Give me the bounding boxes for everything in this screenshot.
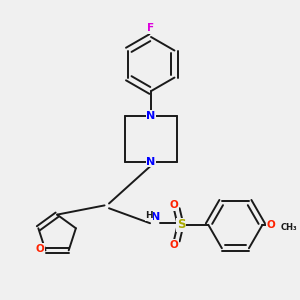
Text: O: O <box>266 220 275 230</box>
Text: O: O <box>170 200 178 210</box>
Text: N: N <box>146 157 156 167</box>
Text: H: H <box>145 212 153 220</box>
Text: F: F <box>148 23 154 33</box>
Text: O: O <box>170 240 178 250</box>
Text: N: N <box>146 111 156 121</box>
Text: S: S <box>177 218 185 231</box>
Text: CH₃: CH₃ <box>280 223 297 232</box>
Text: O: O <box>35 244 44 254</box>
Text: N: N <box>151 212 160 222</box>
